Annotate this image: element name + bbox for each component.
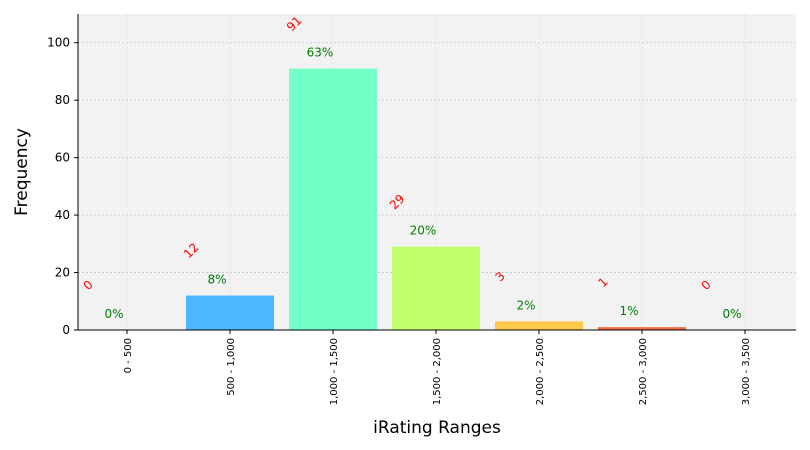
y-axis-label: Frequency bbox=[12, 128, 32, 216]
y-tick-label-4: 80 bbox=[55, 93, 70, 107]
percent-label-3: 20% bbox=[410, 224, 437, 238]
x-tick-label-0: 0 - 500 bbox=[123, 338, 134, 373]
bar-5 bbox=[598, 327, 686, 330]
bar-2 bbox=[289, 68, 377, 330]
bar-1 bbox=[186, 295, 274, 330]
x-tick-label-5: 2,500 - 3,000 bbox=[638, 338, 649, 405]
x-ticks: 0 - 500 500 - 1,000 1,000 - 1,500 1,500 - 2… bbox=[123, 330, 752, 405]
axes bbox=[77, 14, 796, 331]
bars bbox=[186, 68, 686, 330]
x-axis-label: iRating Ranges bbox=[373, 418, 501, 438]
bar-4 bbox=[495, 321, 583, 330]
y-tick-label-1: 20 bbox=[55, 266, 70, 280]
percent-label-0: 0% bbox=[104, 307, 123, 321]
x-tick-label-3: 1,500 - 2,000 bbox=[432, 338, 443, 405]
y-tick-label-3: 60 bbox=[55, 151, 70, 165]
percent-label-5: 1% bbox=[619, 304, 638, 318]
percent-label-1: 8% bbox=[207, 273, 226, 287]
y-ticks: 0 20 40 60 80 100 bbox=[47, 36, 78, 337]
percent-label-6: 0% bbox=[722, 307, 741, 321]
bar-3 bbox=[392, 246, 480, 330]
y-tick-label-2: 40 bbox=[55, 208, 70, 222]
x-tick-label-4: 2,000 - 2,500 bbox=[535, 338, 546, 405]
y-tick-label-0: 0 bbox=[62, 323, 70, 337]
x-tick-label-6: 3,000 - 3,500 bbox=[741, 338, 752, 405]
percent-label-2: 63% bbox=[307, 46, 334, 60]
percent-label-4: 2% bbox=[516, 298, 535, 312]
y-tick-label-5: 100 bbox=[47, 36, 70, 50]
x-tick-label-2: 1,000 - 1,500 bbox=[329, 338, 340, 405]
x-tick-label-1: 500 - 1,000 bbox=[226, 338, 237, 396]
grid bbox=[78, 14, 796, 330]
